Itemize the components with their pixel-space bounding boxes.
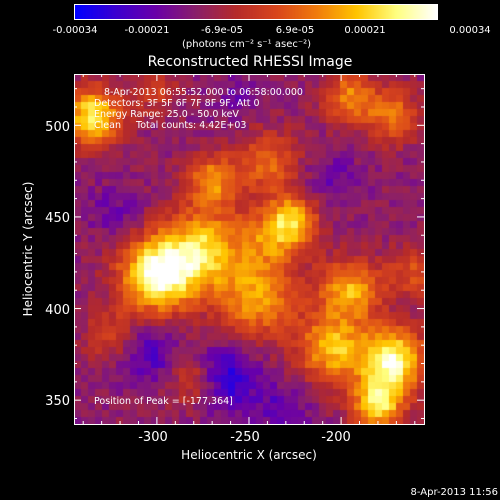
peak-position-label: Position of Peak = [-177,364] [94, 396, 233, 407]
info-detectors: Detectors: 3F 5F 6F 7F 8F 9F, Att 0 [94, 98, 260, 109]
x-axis-label: Heliocentric X (arcsec) [181, 448, 317, 462]
chart-title: Reconstructed RHESSI Image [147, 54, 353, 70]
colorbar-unit-label: (photons cm⁻² s⁻¹ asec⁻²) [182, 39, 312, 50]
y-tick-label: 500 [45, 120, 70, 135]
colorbar [74, 4, 438, 20]
y-axis-label: Heliocentric Y (arcsec) [21, 181, 35, 317]
colorbar-tick: -0.00021 [124, 25, 170, 36]
colorbar-tick: -6.9e-05 [201, 25, 243, 36]
y-tick-label: 350 [45, 394, 70, 409]
info-energy-range: Energy Range: 25.0 - 50.0 keV [94, 109, 239, 120]
y-tick-label: 400 [45, 303, 70, 318]
colorbar-tick: -0.00034 [52, 25, 98, 36]
x-tick-label: -300 [138, 430, 168, 445]
info-time-range: 8-Apr-2013 06:55:52.000 to 06:58:00.000 [104, 87, 303, 98]
x-tick-label: -250 [230, 430, 260, 445]
info-clean-counts: Clean Total counts: 4.42E+03 [94, 120, 247, 131]
x-tick-label: -200 [321, 430, 351, 445]
timestamp: 8-Apr-2013 11:56 [410, 487, 498, 498]
colorbar-tick: 0.00021 [344, 25, 386, 36]
y-tick-label: 450 [45, 211, 70, 226]
colorbar-tick: 6.9e-05 [275, 25, 315, 36]
colorbar-tick: 0.00034 [449, 25, 491, 36]
